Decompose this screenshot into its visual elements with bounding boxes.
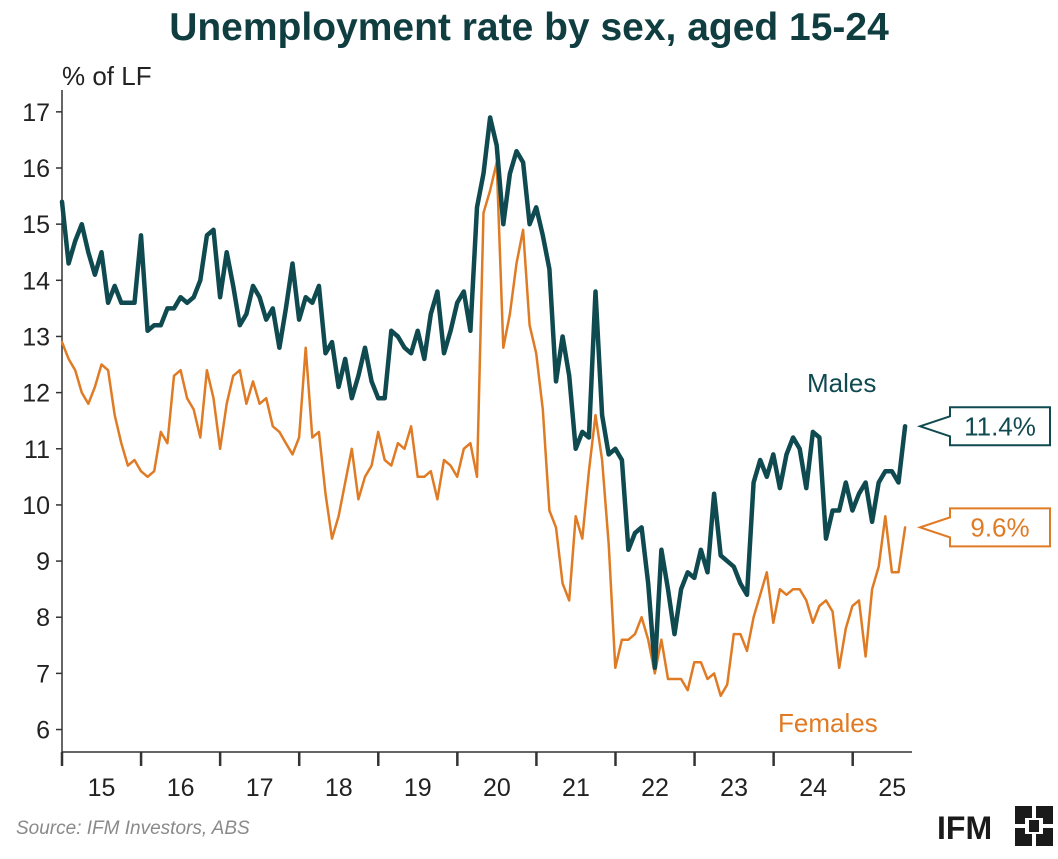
x-tick-label: 21 xyxy=(562,774,590,800)
source-note: Source: IFM Investors, ABS xyxy=(16,818,250,839)
x-tick-label: 16 xyxy=(167,774,195,800)
y-tick-label: 17 xyxy=(22,99,50,127)
line-chart: 6 7 8 9 10 11 12 13 14 15 16 17 15 16 17 18 19 20 21 22 23 24… xyxy=(22,90,1051,800)
x-tick-label: 25 xyxy=(878,774,906,800)
x-tick-label: 22 xyxy=(641,774,669,800)
y-tick-label: 7 xyxy=(36,660,50,688)
ifm-logo-icon xyxy=(1015,806,1053,846)
callout-females-value: 9.6% xyxy=(970,512,1029,542)
callout-females-box xyxy=(916,507,1051,548)
x-tick-label: 17 xyxy=(246,774,274,800)
x-tick-label: 24 xyxy=(799,774,827,800)
y-tick-label: 13 xyxy=(22,323,50,351)
series-labels: Males Females 11.4% 9.6% xyxy=(778,368,1051,738)
y-tick-label: 15 xyxy=(22,211,50,239)
ifm-logo: IFM xyxy=(937,804,1055,850)
x-tick-label: 18 xyxy=(325,774,353,800)
y-tick-label: 12 xyxy=(22,380,50,408)
x-tick-label: 23 xyxy=(720,774,748,800)
y-tick-label: 16 xyxy=(22,155,50,183)
y-tick-label: 10 xyxy=(22,492,50,520)
series-lines xyxy=(59,115,908,698)
callout-males-box xyxy=(916,406,1051,447)
axes: 6 7 8 9 10 11 12 13 14 15 16 17 15 16 17 18 19 20 21 22 23 24… xyxy=(22,90,912,800)
series-line-females xyxy=(60,161,907,698)
x-tick-label: 20 xyxy=(483,774,511,800)
callout-males-value: 11.4% xyxy=(964,411,1036,441)
y-tick-label: 14 xyxy=(22,267,50,295)
y-tick-label: 8 xyxy=(36,604,50,632)
x-tick-label: 15 xyxy=(88,774,116,800)
series-label-males: Males xyxy=(807,368,876,398)
chart-title: Unemployment rate by sex, aged 15-24 xyxy=(169,6,889,49)
series-line-males xyxy=(59,115,908,671)
y-axis-unit-label: % of LF xyxy=(62,61,152,91)
logo-text: IFM xyxy=(937,810,993,846)
y-tick-label: 11 xyxy=(24,436,50,464)
y-tick-label: 9 xyxy=(36,548,50,576)
series-label-females: Females xyxy=(778,708,878,738)
y-tick-label: 6 xyxy=(36,717,50,745)
x-tick-label: 19 xyxy=(404,774,432,800)
